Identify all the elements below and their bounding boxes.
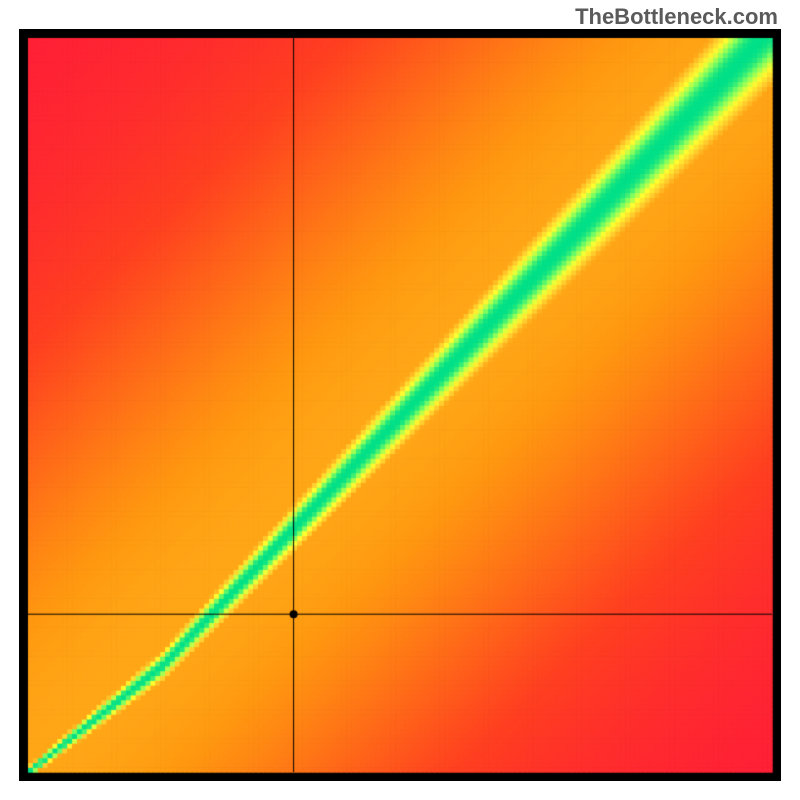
chart-container: TheBottleneck.com (0, 0, 800, 800)
heatmap-canvas (19, 29, 781, 781)
watermark-text: TheBottleneck.com (575, 4, 778, 30)
plot-area (19, 29, 781, 781)
